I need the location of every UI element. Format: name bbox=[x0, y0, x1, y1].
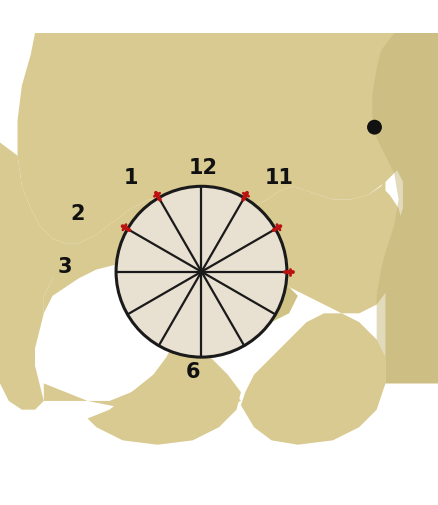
Text: 1: 1 bbox=[124, 167, 139, 187]
Polygon shape bbox=[0, 143, 66, 305]
Polygon shape bbox=[18, 34, 438, 244]
Polygon shape bbox=[377, 34, 438, 384]
Polygon shape bbox=[241, 314, 385, 445]
Polygon shape bbox=[0, 231, 44, 410]
Circle shape bbox=[116, 187, 287, 358]
Polygon shape bbox=[372, 34, 438, 384]
Text: 3: 3 bbox=[57, 257, 72, 276]
Polygon shape bbox=[44, 187, 403, 410]
Text: 12: 12 bbox=[189, 157, 218, 177]
Polygon shape bbox=[79, 331, 241, 445]
Text: 11: 11 bbox=[265, 167, 294, 187]
Text: 6: 6 bbox=[185, 362, 200, 381]
Circle shape bbox=[367, 121, 382, 135]
Text: 2: 2 bbox=[71, 203, 85, 223]
Polygon shape bbox=[118, 261, 298, 322]
